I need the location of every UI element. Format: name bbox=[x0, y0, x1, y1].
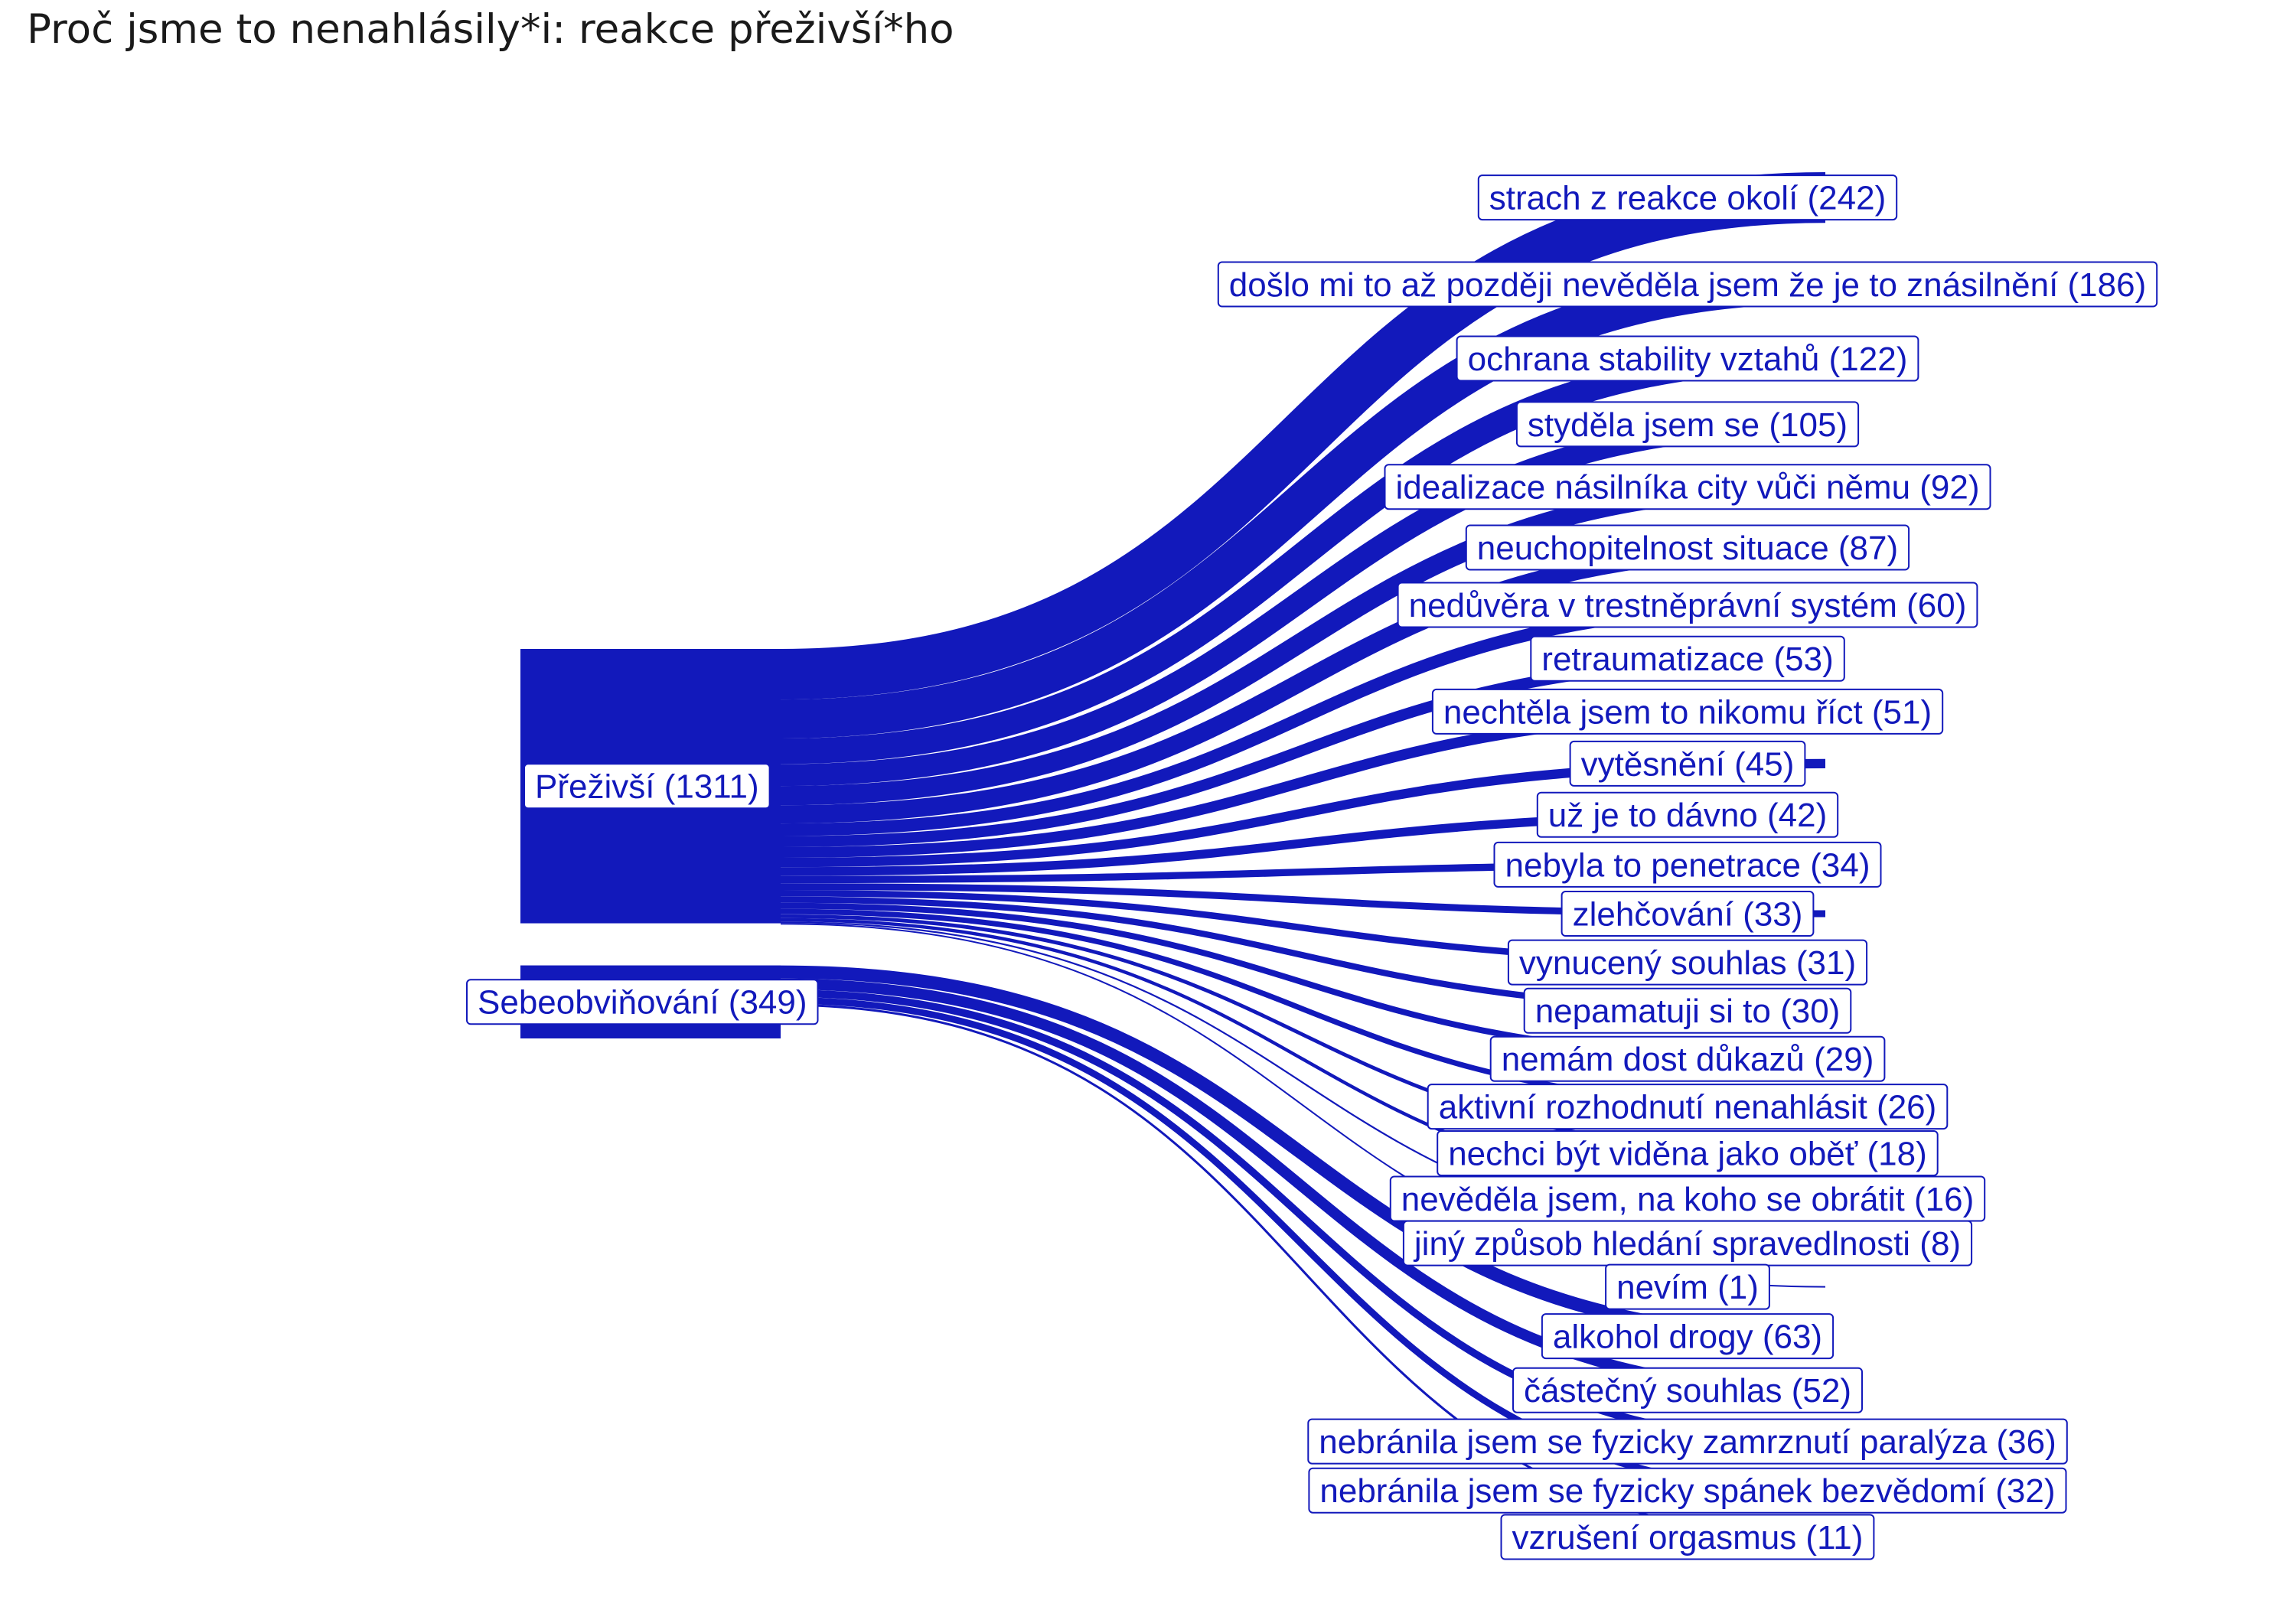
target-label-idealizace-nasilnika-city-vuci-nemu: idealizace násilníka city vůči němu (92) bbox=[1384, 464, 1991, 510]
target-label-box bbox=[1384, 464, 1991, 510]
source-label-sebeobvinovani: Sebeobviňování (349) bbox=[466, 979, 819, 1025]
target-label-box bbox=[1515, 401, 1860, 448]
target-label-box bbox=[1397, 582, 1978, 628]
target-label-box bbox=[1437, 1130, 1939, 1176]
target-label-box bbox=[1465, 524, 1910, 571]
target-label-jiny-zpusob-hledani-spravedlnosti: jiný způsob hledání spravedlnosti (8) bbox=[1402, 1220, 1973, 1266]
target-label-text: nebránila jsem se fyzicky spánek bezvědo… bbox=[1319, 1472, 2055, 1510]
labels-layer: Přeživší (1311) Sebeobviňování (349) strac… bbox=[466, 174, 2158, 1560]
target-label-text: nevěděla jsem, na koho se obrátit (16) bbox=[1401, 1181, 1974, 1218]
target-label-box bbox=[1489, 1035, 1886, 1082]
target-label-text: nebyla to penetrace (34) bbox=[1505, 846, 1870, 884]
target-label-box bbox=[1307, 1418, 2068, 1465]
target-label-text: už je to dávno (42) bbox=[1548, 797, 1827, 834]
source-label-box bbox=[523, 763, 771, 810]
target-label-text: nevím (1) bbox=[1616, 1269, 1759, 1306]
flow-nebranila-jsem-se-fyzicky-zamrznuti-paralyza bbox=[780, 989, 1826, 1446]
target-label-text: jiný způsob hledání spravedlnosti (8) bbox=[1413, 1225, 1961, 1263]
target-label-nemam-dost-dukazu: nemám dost důkazů (29) bbox=[1489, 1035, 1886, 1082]
target-label-text: vzrušení orgasmus (11) bbox=[1512, 1519, 1864, 1556]
target-label-nebranila-jsem-se-fyzicky-spanek-bezvedomi: nebránila jsem se fyzicky spánek bezvědo… bbox=[1308, 1467, 2067, 1514]
target-label-ochrana-stability-vztahu: ochrana stability vztahů (122) bbox=[1456, 335, 1919, 382]
target-label-nebranila-jsem-se-fyzicky-zamrznuti-paralyza: nebránila jsem se fyzicky zamrznutí para… bbox=[1307, 1418, 2068, 1465]
target-label-text: retraumatizace (53) bbox=[1541, 641, 1833, 678]
target-label-text: nemám dost důkazů (29) bbox=[1502, 1041, 1874, 1078]
target-label-box bbox=[1523, 987, 1852, 1034]
target-label-vytesneni: vytěsnění (45) bbox=[1569, 740, 1806, 787]
target-label-box bbox=[1431, 688, 1944, 735]
target-label-box bbox=[1536, 791, 1839, 838]
target-label-uz-je-to-davno: už je to dávno (42) bbox=[1536, 791, 1839, 838]
target-label-box bbox=[1308, 1467, 2067, 1514]
target-label-box bbox=[1427, 1084, 1949, 1130]
target-label-text: nechtěla jsem to nikomu říct (51) bbox=[1443, 693, 1932, 731]
target-label-box bbox=[1605, 1263, 1770, 1310]
target-label-neduvera-v-trestnepravni-system: nedůvěra v trestněprávní systém (60) bbox=[1397, 582, 1978, 628]
target-label-box bbox=[1507, 939, 1868, 986]
target-label-text: částečný souhlas (52) bbox=[1524, 1372, 1851, 1410]
target-label-nebyla-to-penetrace: nebyla to penetrace (34) bbox=[1493, 841, 1882, 888]
target-label-nevedela-jsem-na-koho-se-obratit: nevěděla jsem, na koho se obrátit (16) bbox=[1389, 1175, 1986, 1222]
target-label-text: styděla jsem se (105) bbox=[1528, 406, 1848, 444]
source-label-text: Přeživší (1311) bbox=[535, 768, 759, 806]
target-label-neuchopitelnost-situace: neuchopitelnost situace (87) bbox=[1465, 524, 1910, 571]
target-label-box bbox=[1477, 174, 1898, 221]
target-label-vzruseni-orgasmus: vzrušení orgasmus (11) bbox=[1500, 1514, 1875, 1560]
target-label-box bbox=[1500, 1514, 1875, 1560]
target-label-text: aktivní rozhodnutí nenahlásit (26) bbox=[1439, 1089, 1937, 1126]
target-label-box bbox=[1561, 891, 1815, 937]
target-label-text: idealizace násilníka city vůči němu (92) bbox=[1396, 469, 1980, 507]
target-label-box bbox=[1530, 635, 1845, 682]
flow-castecny-souhlas bbox=[780, 978, 1826, 1396]
target-label-box bbox=[1541, 1313, 1835, 1360]
target-label-castecny-souhlas: částečný souhlas (52) bbox=[1512, 1367, 1863, 1413]
source-label-text: Sebeobviňování (349) bbox=[478, 984, 807, 1022]
target-label-retraumatizace: retraumatizace (53) bbox=[1530, 635, 1845, 682]
target-label-nechci-byt-videna-jako-obet: nechci být viděna jako oběť (18) bbox=[1437, 1130, 1939, 1176]
target-label-text: vytěsnění (45) bbox=[1581, 745, 1795, 783]
target-label-text: nebránila jsem se fyzicky zamrznutí para… bbox=[1319, 1423, 2056, 1461]
flow-ochrana-stability-vztahu bbox=[780, 345, 1826, 764]
target-label-nevim: nevím (1) bbox=[1605, 1263, 1770, 1310]
target-label-box bbox=[1493, 841, 1882, 888]
target-label-alkohol-drogy: alkohol drogy (63) bbox=[1541, 1313, 1835, 1360]
target-label-text: neuchopitelnost situace (87) bbox=[1477, 530, 1898, 567]
target-label-text: strach z reakce okolí (242) bbox=[1489, 180, 1886, 217]
target-label-strach-z-reakce-okoli: strach z reakce okolí (242) bbox=[1477, 174, 1898, 221]
flow-strach-z-reakce-okoli bbox=[780, 172, 1826, 700]
target-label-zlehcovani: zlehčování (33) bbox=[1561, 891, 1815, 937]
target-label-box bbox=[1456, 335, 1919, 382]
target-label-text: alkohol drogy (63) bbox=[1553, 1319, 1822, 1356]
target-label-stydela-jsem-se: styděla jsem se (105) bbox=[1515, 401, 1860, 448]
target-label-nepamatuji-si-to: nepamatuji si to (30) bbox=[1523, 987, 1852, 1034]
target-label-nechtela-jsem-to-nikomu-rict: nechtěla jsem to nikomu říct (51) bbox=[1431, 688, 1944, 735]
source-label-box bbox=[466, 979, 819, 1025]
target-label-text: nepamatuji si to (30) bbox=[1535, 993, 1841, 1030]
target-label-text: ochrana stability vztahů (122) bbox=[1468, 341, 1908, 378]
target-label-text: zlehčování (33) bbox=[1573, 895, 1803, 933]
flow-doslo-mi-to-az-pozdeji-nevedela-jsem-ze-je-to-znasilneni bbox=[780, 265, 1826, 739]
target-label-text: došlo mi to až později nevěděla jsem že … bbox=[1229, 266, 2146, 304]
target-label-text: nechci být viděna jako oběť (18) bbox=[1448, 1135, 1927, 1172]
chart-title: Proč jsme to nenahlásily*i: reakce přeži… bbox=[27, 6, 954, 53]
target-label-vynuceny-souhlas: vynucený souhlas (31) bbox=[1507, 939, 1868, 986]
target-label-box bbox=[1512, 1367, 1863, 1413]
target-label-doslo-mi-to-az-pozdeji-nevedela-jsem-ze-je-to-znasilneni: došlo mi to až později nevěděla jsem že … bbox=[1217, 261, 2158, 308]
target-label-box bbox=[1569, 740, 1806, 787]
target-label-text: nedůvěra v trestněprávní systém (60) bbox=[1409, 587, 1967, 624]
target-label-box bbox=[1217, 261, 2158, 308]
source-label-prezivsi: Přeživší (1311) bbox=[523, 763, 771, 810]
target-label-aktivni-rozhodnuti-nenahlasit: aktivní rozhodnutí nenahlásit (26) bbox=[1427, 1084, 1949, 1130]
target-label-text: vynucený souhlas (31) bbox=[1519, 944, 1856, 982]
